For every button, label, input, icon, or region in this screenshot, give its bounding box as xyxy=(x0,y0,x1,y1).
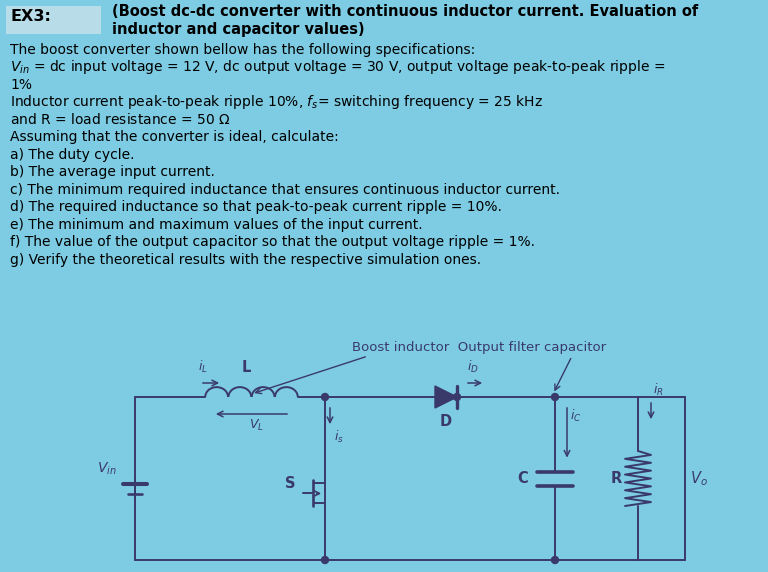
Text: inductor and capacitor values): inductor and capacitor values) xyxy=(112,22,365,38)
Circle shape xyxy=(322,394,329,400)
Text: $i_R$: $i_R$ xyxy=(653,382,664,398)
Circle shape xyxy=(551,394,558,400)
Text: EX3:: EX3: xyxy=(10,10,51,25)
Text: $V_{in}$: $V_{in}$ xyxy=(97,460,117,476)
Text: The boost converter shown bellow has the following specifications:: The boost converter shown bellow has the… xyxy=(10,43,475,57)
Text: d) The required inductance so that peak-to-peak current ripple = 10%.: d) The required inductance so that peak-… xyxy=(10,201,502,214)
Text: $i_D$: $i_D$ xyxy=(467,359,478,375)
Text: R: R xyxy=(611,471,621,486)
Text: Inductor current peak-to-peak ripple 10%, $f_s$= switching frequency = 25 kHz: Inductor current peak-to-peak ripple 10%… xyxy=(10,93,543,112)
Text: $V_o$: $V_o$ xyxy=(690,469,708,488)
Text: e) The minimum and maximum values of the input current.: e) The minimum and maximum values of the… xyxy=(10,218,422,232)
Polygon shape xyxy=(435,386,457,408)
Text: $i_L$: $i_L$ xyxy=(198,359,208,375)
Circle shape xyxy=(322,557,329,563)
Circle shape xyxy=(551,557,558,563)
Text: (Boost dc-dc converter with continuous inductor current. Evaluation of: (Boost dc-dc converter with continuous i… xyxy=(112,5,698,19)
Text: f) The value of the output capacitor so that the output voltage ripple = 1%.: f) The value of the output capacitor so … xyxy=(10,236,535,249)
Circle shape xyxy=(453,394,461,400)
Text: a) The duty cycle.: a) The duty cycle. xyxy=(10,148,134,162)
Text: $i_C$: $i_C$ xyxy=(570,408,581,424)
Text: 1%: 1% xyxy=(10,78,32,92)
Text: g) Verify the theoretical results with the respective simulation ones.: g) Verify the theoretical results with t… xyxy=(10,253,481,267)
Text: $i_s$: $i_s$ xyxy=(334,429,344,445)
Text: b) The average input current.: b) The average input current. xyxy=(10,165,215,180)
Text: Boost inductor  Output filter capacitor: Boost inductor Output filter capacitor xyxy=(352,341,606,354)
Text: c) The minimum required inductance that ensures continuous inductor current.: c) The minimum required inductance that … xyxy=(10,183,560,197)
Text: D: D xyxy=(440,414,452,429)
Text: C: C xyxy=(518,471,528,486)
Text: $V_{in}$ = dc input voltage = 12 V, dc output voltage = 30 V, output voltage pea: $V_{in}$ = dc input voltage = 12 V, dc o… xyxy=(10,58,665,77)
Text: S: S xyxy=(285,476,295,491)
Text: and R = load resistance = 50 $\Omega$: and R = load resistance = 50 $\Omega$ xyxy=(10,113,230,128)
Text: Assuming that the converter is ideal, calculate:: Assuming that the converter is ideal, ca… xyxy=(10,130,339,145)
Text: $V_L$: $V_L$ xyxy=(249,418,264,433)
Text: L: L xyxy=(242,360,251,375)
FancyBboxPatch shape xyxy=(6,6,101,34)
